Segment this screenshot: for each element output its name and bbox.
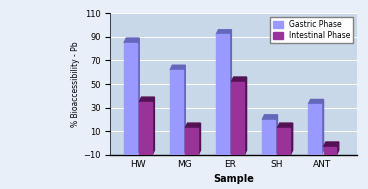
Polygon shape	[336, 142, 339, 155]
Polygon shape	[308, 99, 323, 104]
Bar	[216, 35, 229, 155]
Polygon shape	[262, 115, 277, 120]
Polygon shape	[231, 77, 247, 82]
Polygon shape	[124, 38, 139, 43]
Polygon shape	[321, 99, 323, 155]
Bar	[139, 102, 152, 155]
Polygon shape	[170, 65, 185, 70]
Bar	[308, 104, 321, 155]
Polygon shape	[139, 97, 155, 102]
Polygon shape	[137, 38, 139, 155]
Polygon shape	[198, 123, 201, 155]
Polygon shape	[185, 123, 201, 128]
Polygon shape	[216, 30, 231, 35]
Y-axis label: % Bioaccessibility - Pb: % Bioaccessibility - Pb	[71, 41, 80, 127]
Bar	[170, 70, 183, 155]
Bar	[231, 82, 244, 155]
Polygon shape	[229, 30, 231, 155]
X-axis label: Sample: Sample	[213, 174, 254, 184]
Polygon shape	[275, 115, 277, 155]
Bar	[124, 43, 137, 155]
Legend: Gastric Phase, Intestinal Phase: Gastric Phase, Intestinal Phase	[270, 17, 353, 43]
Polygon shape	[244, 77, 247, 155]
Bar	[262, 120, 275, 155]
Polygon shape	[277, 123, 293, 128]
Polygon shape	[152, 97, 155, 155]
Bar	[323, 147, 336, 155]
Polygon shape	[290, 123, 293, 155]
Bar	[185, 128, 198, 155]
Polygon shape	[183, 65, 185, 155]
Polygon shape	[323, 142, 339, 147]
Bar	[277, 128, 290, 155]
